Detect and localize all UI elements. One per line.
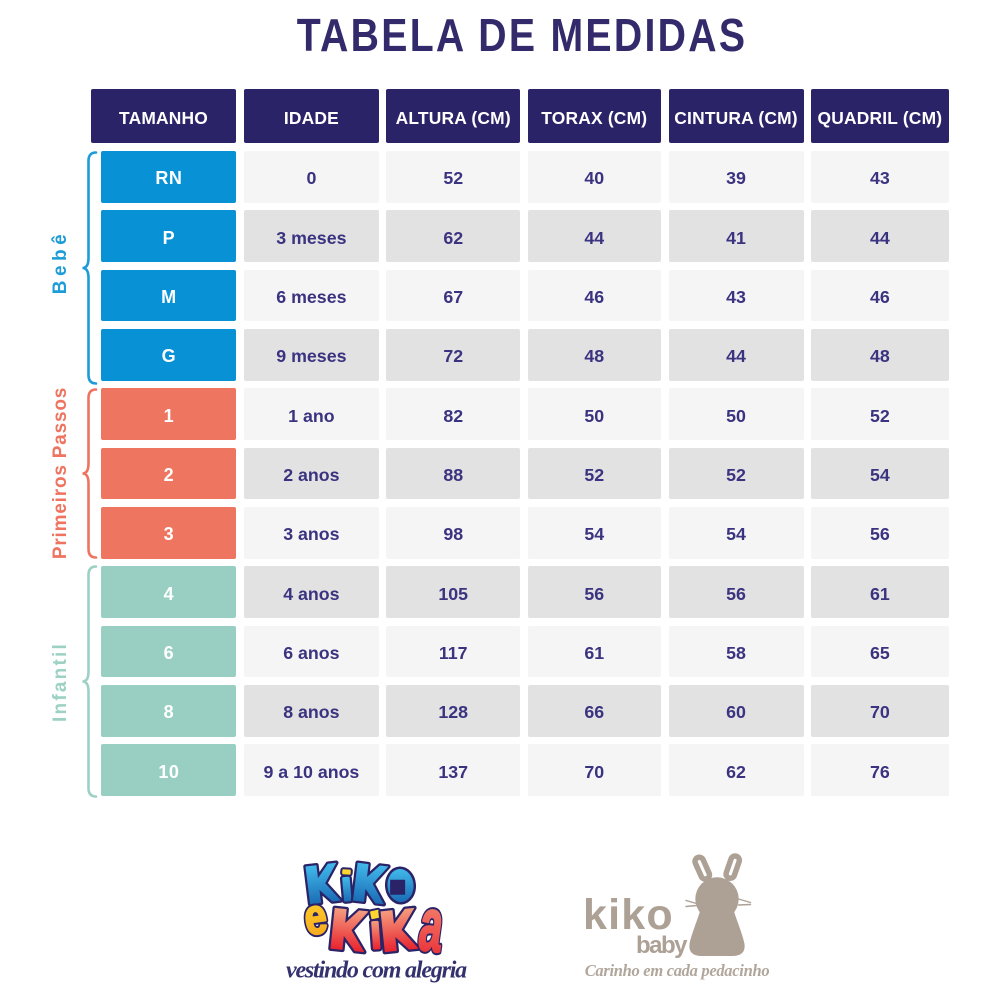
svg-text:a: a [414, 881, 449, 966]
